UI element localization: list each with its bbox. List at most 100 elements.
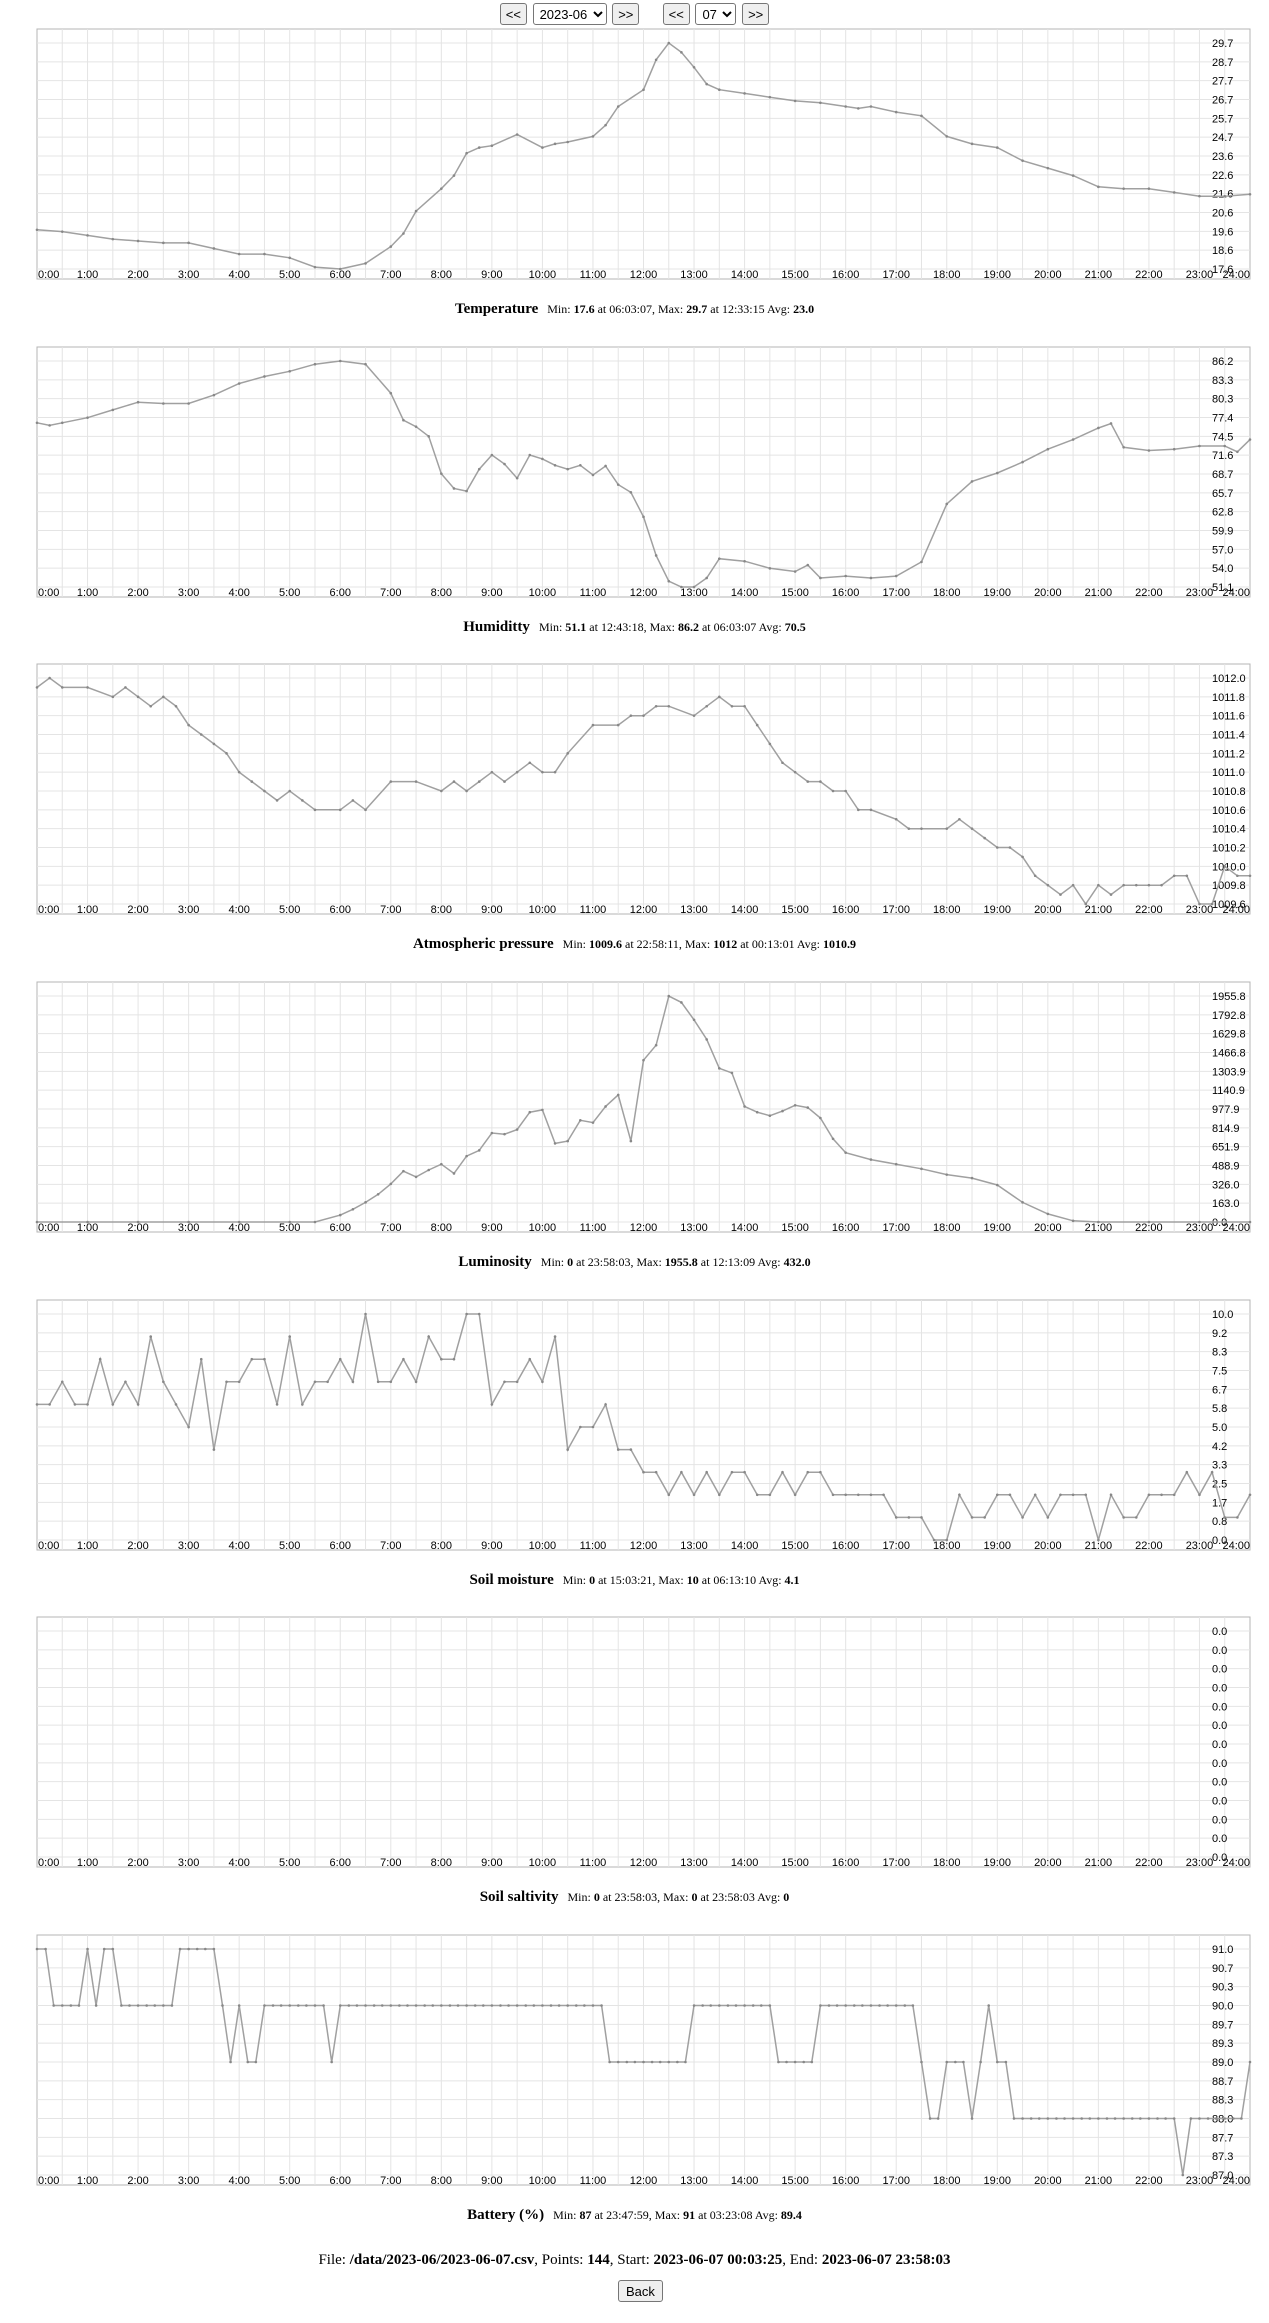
- data-point: [440, 472, 443, 475]
- data-point: [806, 563, 810, 567]
- caption-max: 0: [691, 1890, 698, 1904]
- data-point: [499, 2004, 502, 2007]
- data-point: [781, 1109, 784, 1113]
- data-point: [414, 780, 418, 783]
- data-point: [932, 1538, 936, 1542]
- data-point: [945, 502, 949, 506]
- data-point: [149, 704, 153, 708]
- caption-min-at: at 23:58:03,: [576, 1255, 634, 1269]
- data-point: [275, 799, 279, 802]
- x-tick-label: 14:00: [731, 269, 759, 281]
- x-tick-label: 8:00: [431, 904, 452, 916]
- x-tick-label: 19:00: [984, 904, 1012, 916]
- y-tick-label: 83.3: [1212, 375, 1233, 387]
- data-point: [212, 742, 216, 746]
- x-tick-label: 24:00: [1222, 2175, 1250, 2187]
- y-tick-label: 19.6: [1212, 226, 1233, 238]
- data-point: [507, 2004, 510, 2007]
- data-point: [1206, 2117, 1210, 2120]
- data-point: [136, 239, 140, 243]
- data-point: [869, 2004, 873, 2007]
- data-point: [60, 686, 64, 689]
- caption-max-at: at 12:13:09: [700, 1255, 756, 1269]
- data-point: [124, 686, 127, 689]
- caption-min-label: Min:: [538, 620, 563, 634]
- x-tick-label: 10:00: [529, 904, 557, 916]
- x-tick-label: 10:00: [529, 2175, 557, 2187]
- data-point: [1172, 447, 1176, 451]
- data-point: [1185, 1470, 1189, 1474]
- data-point: [440, 1357, 443, 1361]
- x-tick-label: 10:00: [529, 269, 557, 281]
- y-tick-label: 1010.0: [1212, 861, 1246, 873]
- x-tick-label: 19:00: [984, 1222, 1012, 1234]
- data-point: [831, 1493, 835, 1497]
- data-point: [945, 135, 949, 138]
- x-tick-label: 3:00: [178, 269, 199, 281]
- prev-month-button[interactable]: <<: [499, 3, 527, 25]
- data-point: [288, 2004, 292, 2007]
- data-point: [1147, 1220, 1151, 1224]
- data-point: [819, 2004, 822, 2007]
- data-point: [793, 570, 797, 573]
- month-select[interactable]: 2023-06: [532, 3, 607, 25]
- back-button[interactable]: Back: [618, 2280, 663, 2302]
- humidity-chart: 51.1 54.0 57.0 59.9 62.8 65.7 68.7 71.6 74.5 77.4…: [35, 346, 1252, 599]
- data-point: [440, 1162, 443, 1166]
- x-tick-label: 18:00: [933, 1540, 961, 1552]
- caption-min: 0: [589, 1573, 596, 1587]
- data-point: [389, 245, 393, 248]
- x-tick-label: 11:00: [580, 587, 607, 599]
- data-point: [1147, 2117, 1151, 2120]
- data-point: [604, 1403, 607, 1406]
- y-tick-label: 54.0: [1212, 563, 1233, 575]
- data-point: [162, 241, 165, 245]
- next-day-button[interactable]: >>: [742, 3, 770, 25]
- y-tick-label: 87.0: [1212, 2170, 1233, 2182]
- data-point: [1134, 883, 1138, 887]
- caption-min: 0: [593, 1890, 600, 1904]
- y-tick-label: 8.3: [1212, 1347, 1227, 1359]
- prev-day-button[interactable]: <<: [662, 3, 690, 25]
- x-tick-label: 11:00: [580, 2175, 607, 2187]
- data-point: [831, 1137, 835, 1141]
- data-point: [338, 359, 342, 363]
- data-point: [667, 704, 671, 708]
- data-point: [793, 770, 797, 774]
- data-point: [608, 2060, 611, 2064]
- x-tick-label: 20:00: [1034, 1222, 1062, 1234]
- x-tick-label: 13:00: [680, 1540, 708, 1552]
- data-point: [414, 209, 418, 213]
- data-point: [305, 2004, 308, 2007]
- x-tick-label: 23:00: [1186, 904, 1214, 916]
- data-point: [528, 453, 532, 457]
- data-point: [768, 742, 772, 746]
- data-point: [389, 1380, 393, 1384]
- data-point: [625, 2060, 629, 2064]
- x-tick-label: 2:00: [127, 2175, 148, 2187]
- data-point: [313, 362, 317, 366]
- y-tick-label: 0.8: [1212, 1516, 1227, 1528]
- day-select[interactable]: 07: [695, 3, 737, 25]
- soil-saltivity-caption: Soil saltivity Min: 0 at 23:58:03, Max: …: [0, 1889, 1269, 1906]
- data-point: [680, 1470, 683, 1474]
- caption-name: Atmospheric pressure: [412, 936, 554, 952]
- next-month-button[interactable]: >>: [612, 3, 640, 25]
- x-tick-label: 6:00: [330, 587, 351, 599]
- data-point: [1122, 2117, 1125, 2120]
- data-point: [1223, 1516, 1227, 1519]
- data-point: [111, 1947, 115, 1951]
- data-point: [528, 1110, 532, 1114]
- data-point: [364, 1201, 367, 1204]
- data-point: [145, 2004, 148, 2007]
- data-point: [1139, 2117, 1142, 2120]
- data-point: [237, 1380, 241, 1384]
- y-tick-label: 0.0: [1212, 1852, 1227, 1864]
- caption-min-at: at 15:03:21,: [598, 1573, 656, 1587]
- data-point: [1198, 444, 1201, 448]
- y-tick-label: 1792.8: [1212, 1010, 1246, 1022]
- data-point: [237, 252, 241, 256]
- y-tick-label: 86.2: [1212, 356, 1233, 368]
- data-point: [237, 1220, 241, 1224]
- data-point: [1059, 893, 1062, 896]
